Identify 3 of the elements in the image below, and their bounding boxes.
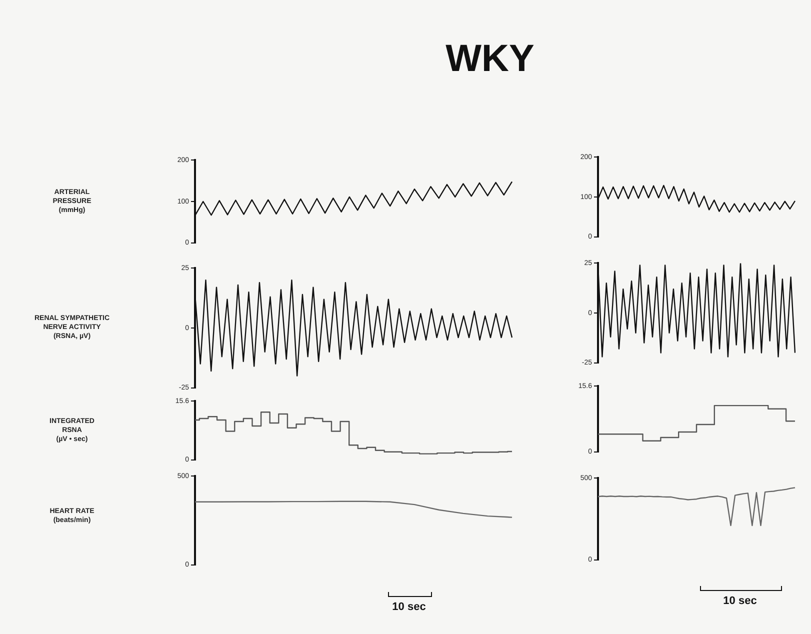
chart-title: WKY — [444, 38, 536, 81]
text: 10 sec — [391, 601, 427, 613]
text: 10 sec — [722, 595, 758, 607]
